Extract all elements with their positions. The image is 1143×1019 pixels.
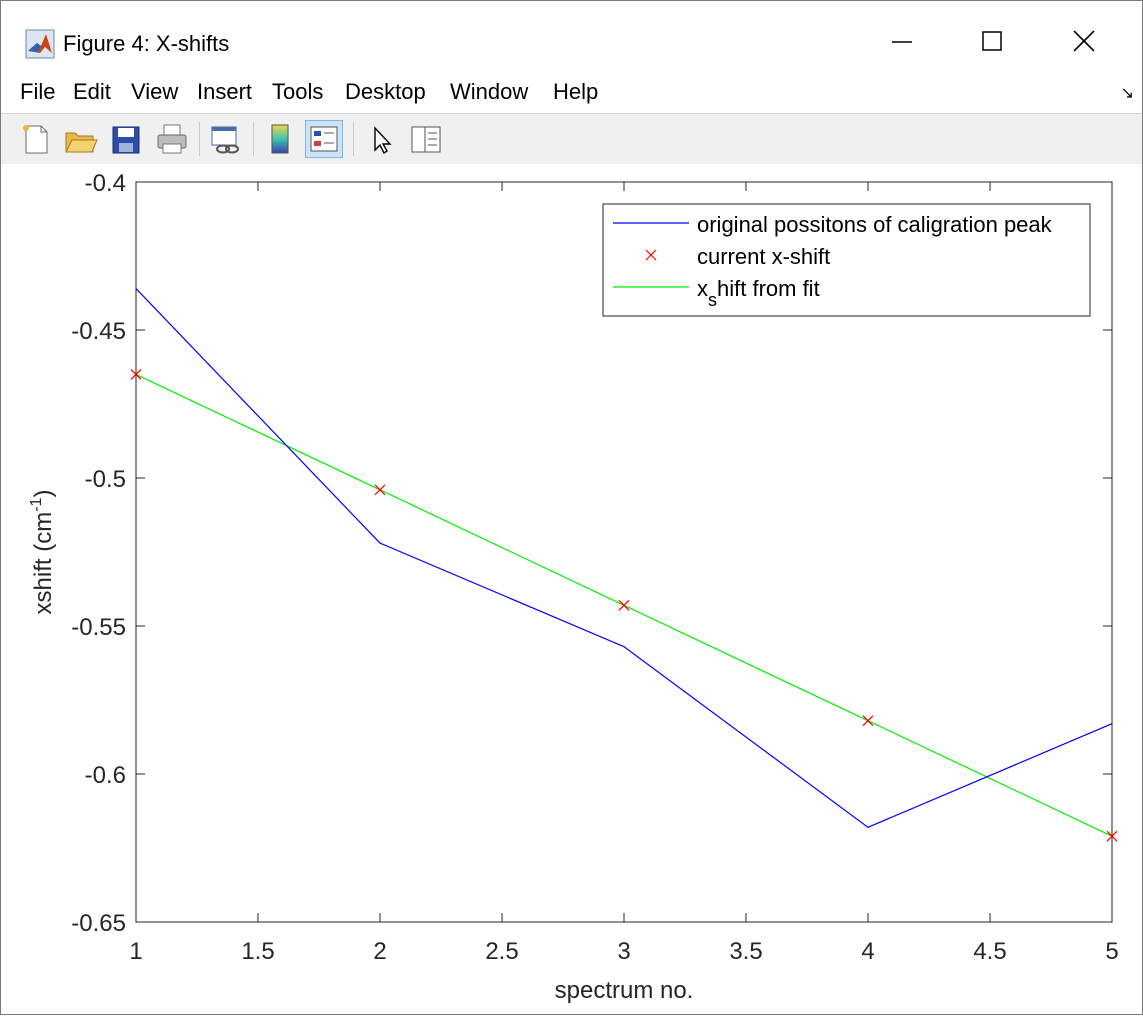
dock-arrow-icon[interactable]: ↘ (1120, 85, 1134, 102)
minimize-icon (892, 41, 912, 43)
toolbar-separator (353, 122, 354, 156)
close-icon (1073, 30, 1095, 52)
matlab-logo-icon (25, 29, 55, 59)
edit-plot-button[interactable] (363, 120, 401, 158)
x-tick-label: 2 (373, 938, 386, 965)
insert-colorbar-button[interactable] (261, 120, 299, 158)
open-file-icon (65, 132, 98, 153)
menu-window[interactable]: Window (450, 79, 529, 104)
x-tick-label: 1 (129, 938, 142, 965)
menu-view[interactable]: View (131, 79, 179, 104)
menu-bar: File Edit View Insert Tools Desktop Wind… (1, 75, 1142, 111)
menu-help[interactable]: Help (553, 79, 599, 104)
menu-insert[interactable]: Insert (197, 79, 253, 104)
y-tick-label: -0.45 (71, 318, 126, 345)
x-tick-label: 4.5 (973, 938, 1006, 965)
legend: original possitons of caligration peak c… (602, 203, 1091, 317)
new-figure-icon (23, 125, 48, 154)
y-tick-label: -0.6 (85, 762, 126, 789)
insert-colorbar-icon (271, 124, 289, 154)
insert-legend-icon (310, 126, 338, 152)
legend-label-original: original possitons of caligration peak (697, 212, 1053, 237)
series-current-marker (374, 484, 386, 496)
y-tick-label: -0.65 (71, 910, 126, 937)
toolbar (1, 113, 1142, 165)
print-icon (157, 124, 187, 154)
legend-label-current: current x-shift (697, 244, 830, 269)
edit-plot-arrow-icon (374, 126, 392, 155)
minimize-button[interactable] (879, 21, 925, 63)
y-tick-label: -0.55 (71, 614, 126, 641)
open-file-button[interactable] (61, 120, 99, 158)
legend-swatch-current (645, 249, 657, 261)
figure-canvas: 1 1.5 2 2.5 3 3.5 4 4.5 5 -0.4 -0.45 -0.5 -0.55 -0.6… (1, 164, 1142, 1014)
menu-desktop[interactable]: Desktop (345, 79, 426, 104)
series-original-line (135, 288, 1113, 828)
property-inspector-icon (411, 126, 441, 153)
new-figure-button[interactable] (17, 120, 55, 158)
x-tick-label: 3.5 (729, 938, 762, 965)
window-title: Figure 4: X-shifts (63, 31, 230, 56)
save-icon (112, 126, 140, 154)
x-tick-label: 4 (861, 938, 874, 965)
x-tick-label: 2.5 (485, 938, 518, 965)
line-chart: 1 1.5 2 2.5 3 3.5 4 4.5 5 -0.4 -0.45 -0.5 -0.55 -0.6… (28, 170, 1119, 1004)
y-axis: -0.4 -0.45 -0.5 -0.55 -0.6 -0.65 (71, 170, 1112, 937)
series-layer (130, 288, 1118, 842)
y-tick-label: -0.4 (85, 170, 126, 197)
toolbar-separator (253, 122, 254, 156)
menu-edit[interactable]: Edit (73, 79, 111, 104)
series-current-marker (862, 715, 874, 727)
maximize-icon (982, 31, 1002, 51)
menu-tools[interactable]: Tools (272, 79, 324, 104)
series-current-marker (1106, 830, 1118, 842)
x-axis-label: spectrum no. (555, 977, 694, 1004)
x-tick-label: 5 (1105, 938, 1118, 965)
series-current-marker (618, 599, 630, 611)
toolbar-separator (199, 122, 200, 156)
insert-legend-button[interactable] (305, 120, 343, 158)
x-tick-label: 1.5 (241, 938, 274, 965)
print-button[interactable] (153, 120, 191, 158)
title-bar: Figure 4: X-shifts (1, 1, 1142, 73)
menu-file[interactable]: File (20, 79, 56, 104)
save-button[interactable] (107, 120, 145, 158)
x-axis: 1 1.5 2 2.5 3 3.5 4 4.5 5 (129, 182, 1119, 965)
maximize-button[interactable] (969, 21, 1015, 63)
property-inspector-button[interactable] (407, 120, 445, 158)
link-plot-icon (211, 126, 239, 154)
series-current-marker (130, 368, 142, 380)
link-plot-button[interactable] (207, 120, 245, 158)
close-button[interactable] (1061, 21, 1107, 63)
x-tick-label: 3 (617, 938, 630, 965)
y-tick-label: -0.5 (85, 466, 126, 493)
y-axis-label: xshift (cm-1) (28, 490, 57, 615)
